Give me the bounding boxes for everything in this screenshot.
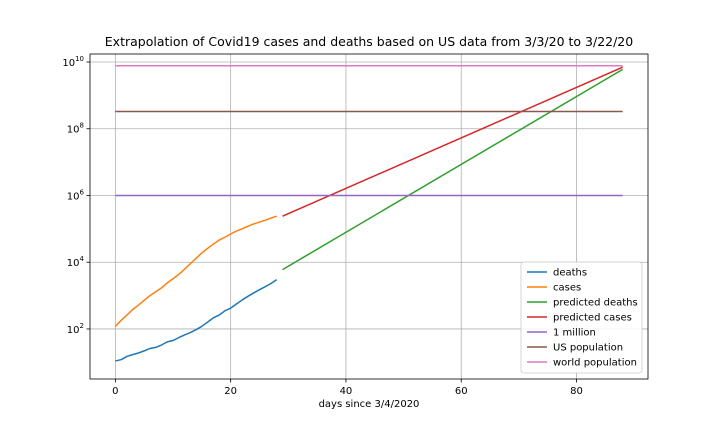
x-tick-label: 60	[455, 386, 468, 397]
legend-entry: predicted deaths	[553, 298, 638, 309]
y-tick-label: 108	[67, 122, 84, 136]
legend-entry: cases	[553, 283, 581, 294]
grid	[90, 54, 648, 379]
legend-entry: predicted cases	[553, 313, 632, 324]
x-tick-label: 0	[112, 386, 118, 397]
legend-entry: world population	[553, 358, 637, 369]
chart-title: Extrapolation of Covid19 cases and death…	[105, 34, 633, 49]
series-line-predicted-cases	[282, 66, 623, 217]
series-line-cases	[114, 215, 278, 327]
x-axis-label: days since 3/4/2020	[319, 399, 420, 410]
series-line-predicted-deaths	[282, 68, 624, 271]
y-tick-label: 102	[67, 322, 84, 336]
legend: deaths cases predicted deaths predicted cas…	[520, 261, 643, 374]
x-tick-label: 80	[570, 386, 583, 397]
y-tick-label: 1010	[62, 55, 84, 69]
legend-entry: US population	[553, 343, 623, 354]
legend-box	[520, 261, 643, 374]
y-tick-label: 106	[67, 188, 85, 202]
plot-frame	[89, 53, 649, 380]
legend-entry: 1 million	[553, 328, 596, 339]
legend-entry: deaths	[553, 268, 587, 279]
series-line-deaths	[115, 279, 278, 362]
x-tick-label: 20	[224, 386, 237, 397]
series-group	[114, 65, 624, 362]
y-tick-label: 104	[67, 255, 85, 269]
axis-ticks: 0 20 40 60 80 102 104 106 108 1010	[62, 55, 583, 397]
x-tick-label: 40	[340, 386, 353, 397]
